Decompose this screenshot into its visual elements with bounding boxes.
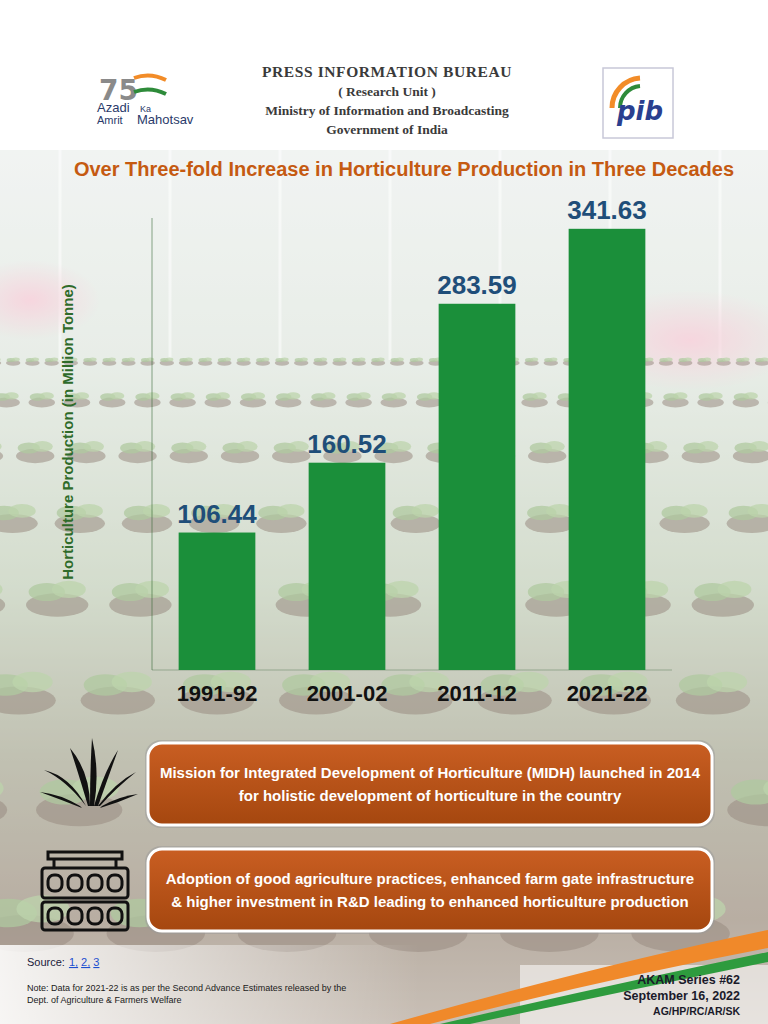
plant-leaf (90, 738, 97, 806)
footer-wash (520, 965, 768, 1024)
source-link[interactable]: 1, (69, 956, 78, 968)
y-axis-line (152, 218, 153, 670)
x-tick-label: 2011-12 (437, 681, 517, 706)
note: Note: Data for 2021-22 is as per the Sec… (27, 983, 346, 1005)
x-tick-label: 2021-22 (567, 681, 648, 706)
plant-leaf (70, 748, 90, 806)
photo-bg (0, 150, 768, 1024)
logo-word: Amrit (97, 114, 123, 126)
plant-leaf (100, 794, 138, 808)
logo-flag (134, 75, 166, 80)
highlight-text: Mission for Integrated Development of Ho… (160, 764, 701, 804)
data-label: 160.52 (307, 429, 387, 459)
chart-title: Over Three-fold Increase in Horticulture… (74, 158, 734, 180)
swoosh-orange (390, 930, 768, 1024)
pib-logo-text: pib (616, 96, 663, 126)
swoosh-green (440, 952, 768, 1024)
tray-cell (68, 875, 82, 891)
tray-top (48, 852, 122, 859)
logo-flag (134, 82, 166, 87)
header-unit: ( Research Unit ) (338, 84, 436, 99)
page: PRESS INFORMATION BUREAU ( Research Unit … (0, 0, 768, 1024)
highlight-box (148, 849, 712, 931)
x-tick-label: 2001-02 (307, 681, 388, 706)
bar (569, 229, 646, 670)
page-bg (0, 0, 768, 1024)
data-label: 106.44 (177, 499, 257, 529)
bars (179, 229, 646, 670)
photo-wash (0, 150, 768, 1024)
footer-wash (0, 945, 420, 1024)
logo-word: Mahotsav (137, 112, 194, 127)
data-label: 341.63 (567, 195, 647, 225)
plant-icon (40, 738, 138, 808)
source-link[interactable]: 3 (93, 956, 99, 968)
text-line: Note: Data for 2021-22 is as per the Sec… (27, 983, 346, 993)
source-label: Source: (27, 956, 65, 968)
initials: AG/HP/RC/AR/SK (653, 1005, 740, 1017)
tray-cell (48, 908, 62, 924)
text-line: Dept. of Agriculture & Farmers Welfare (27, 995, 181, 1005)
y-axis-title: Horticulture Production (in Million Tonn… (59, 284, 76, 580)
date: September 16, 2022 (623, 989, 740, 1003)
tray-cell (48, 875, 62, 891)
logo-flag (134, 89, 166, 94)
bar (179, 533, 256, 670)
text-line: & higher investment in R&D leading to en… (171, 893, 689, 910)
pib-logo-frame (603, 68, 673, 138)
series: AKAM Series #62 (637, 973, 740, 987)
text-line: Mission for Integrated Development of Ho… (160, 764, 701, 781)
header-ministry: Ministry of Information and Broadcasting (265, 103, 509, 118)
data-label: 283.59 (437, 270, 517, 300)
header-org: PRESS INFORMATION BUREAU (262, 63, 512, 80)
highlight-text: Adoption of good agriculture practices, … (166, 870, 694, 910)
logo-word: Azadi (97, 100, 130, 115)
tray-cell (88, 875, 102, 891)
header-government: Government of India (326, 122, 448, 137)
text-line: for holistic development of horticulture… (239, 787, 622, 804)
tray-layer (42, 868, 128, 898)
source-link[interactable]: 2, (81, 956, 90, 968)
bar (309, 463, 386, 670)
plant-leaf (40, 792, 82, 808)
tray-cell (108, 875, 122, 891)
tray-cell (68, 908, 82, 924)
tray-icon (42, 852, 128, 930)
box-shadow (145, 846, 715, 934)
bar (439, 304, 516, 670)
tray-cell (88, 908, 102, 924)
highlight-box (148, 743, 712, 825)
box-shadow (145, 740, 715, 828)
tray-layer (42, 902, 128, 930)
text-line: Adoption of good agriculture practices, … (166, 870, 694, 887)
tray-cell (108, 908, 122, 924)
x-tick-label: 1991-92 (177, 681, 258, 706)
